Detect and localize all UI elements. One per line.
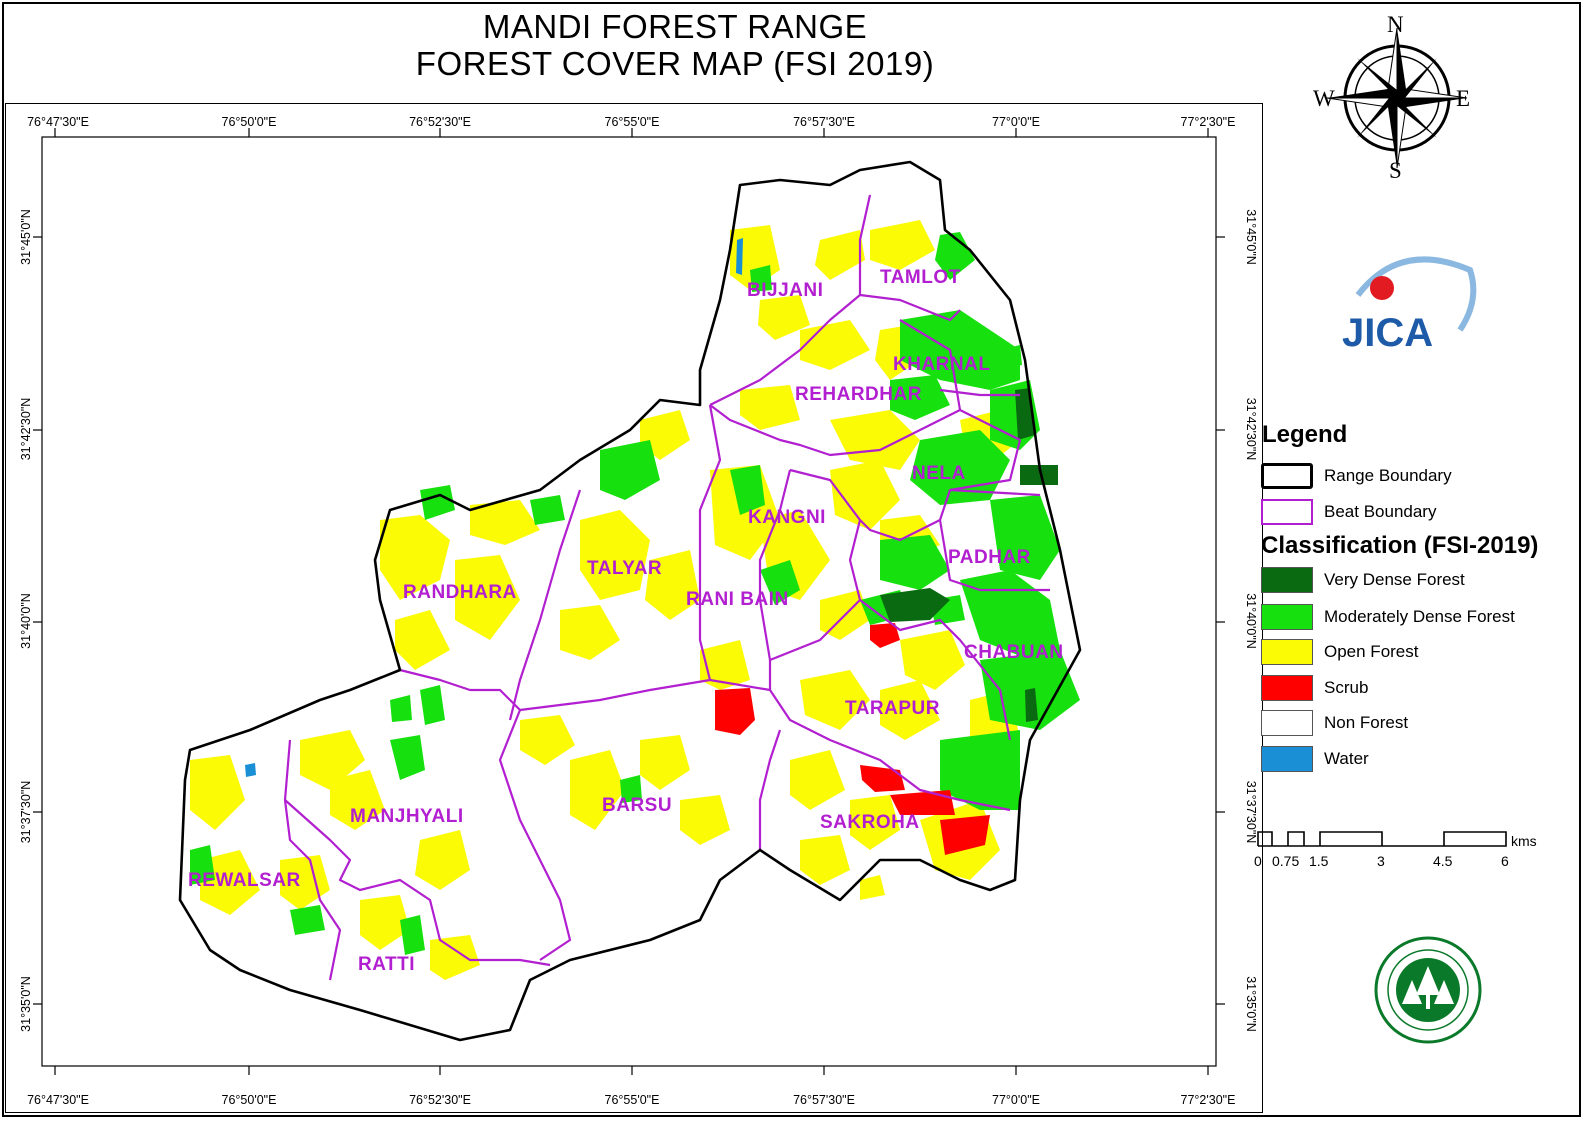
latitude-label-left: 31°35'0"N (19, 976, 33, 1032)
compass-west: W (1313, 86, 1335, 111)
beat-boundary-swatch (1261, 499, 1313, 525)
latitude-label-left: 31°40'0"N (19, 593, 33, 649)
scale-label: 3 (1377, 853, 1385, 869)
longitude-label-bottom: 76°52'30"E (409, 1093, 471, 1107)
moderately-dense-forest-patches (190, 232, 1080, 955)
scale-label: 4.5 (1433, 853, 1453, 869)
latitude-label-right: 31°35'0"N (1244, 976, 1258, 1032)
scrub-swatch (1261, 675, 1313, 701)
scrub-patches (715, 623, 990, 855)
open-forest-swatch (1261, 639, 1313, 665)
map-title-line2: FOREST COVER MAP (FSI 2019) (415, 45, 935, 82)
latitude-label-left: 31°42'30"N (19, 397, 33, 461)
scale-unit: kms (1511, 833, 1537, 849)
beat-label-rehardhar: REHARDHAR (795, 384, 922, 405)
range-boundary-swatch (1261, 463, 1313, 489)
longitude-label-bottom: 76°50'0"E (221, 1093, 277, 1107)
legend-label: Beat Boundary (1324, 502, 1437, 521)
longitude-label-bottom: 77°0'0"E (992, 1093, 1040, 1107)
range-boundary (178, 160, 1082, 1042)
latitude-label-left: 31°37'30"N (19, 780, 33, 844)
beat-label-kharnal: KHARNAL (893, 354, 991, 375)
scale-bar (1257, 831, 1507, 847)
water-swatch (1261, 746, 1313, 772)
beat-label-rewalsar: REWALSAR (188, 870, 301, 891)
beat-label-manjhyali: MANJHYALI (350, 806, 464, 827)
longitude-label-top: 76°52'30"E (409, 115, 471, 129)
moderately-dense-forest-swatch (1261, 604, 1313, 630)
forest-cover (190, 220, 1080, 980)
beat-label-ratti: RATTI (358, 954, 416, 975)
longitude-label-bottom: 77°2'30"E (1180, 1093, 1236, 1107)
compass-north: N (1387, 12, 1404, 37)
legend-label: Scrub (1324, 678, 1369, 697)
longitude-label-top: 77°2'30"E (1180, 115, 1236, 129)
non-forest-swatch (1261, 710, 1313, 736)
north-arrow (1326, 27, 1468, 169)
longitude-label-bottom: 76°55'0"E (604, 1093, 660, 1107)
longitude-label-top: 77°0'0"E (992, 115, 1040, 129)
longitude-label-top: 76°57'30"E (793, 115, 855, 129)
graticule-ticks (33, 128, 1225, 1075)
latitude-label-right: 31°45'0"N (1244, 209, 1258, 265)
latitude-label-right: 31°42'30"N (1244, 397, 1258, 461)
beat-label-rani-bain: RANI BAIN (686, 589, 789, 610)
jica-logo: JICA (1342, 256, 1477, 355)
map-title-line1: MANDI FOREST RANGE (482, 8, 868, 45)
beat-label-nela: NELA (912, 463, 966, 484)
open-forest-patches (190, 220, 1020, 980)
beat-label-barsu: BARSU (602, 795, 673, 816)
forest-department-seal (1374, 936, 1482, 1044)
longitude-label-top: 76°50'0"E (221, 115, 277, 129)
map-neatline (41, 136, 1217, 1067)
legend-label: Open Forest (1324, 642, 1419, 661)
longitude-label-bottom: 76°47'30"E (27, 1093, 89, 1107)
scale-label: 0 (1254, 853, 1262, 869)
beat-label-kangni: KANGNI (748, 507, 826, 528)
beat-label-talyar: TALYAR (587, 558, 663, 579)
beat-label-sakroha: SAKROHA (820, 812, 920, 833)
longitude-label-bottom: 76°57'30"E (793, 1093, 855, 1107)
beat-label-bijjani: BIJJANI (747, 280, 824, 301)
latitude-label-left: 31°45'0"N (19, 209, 33, 265)
beat-label-randhara: RANDHARA (403, 582, 517, 603)
beat-label-chabuan: CHABUAN (964, 642, 1064, 663)
scale-label: 0.75 (1272, 853, 1300, 869)
legend-label: Non Forest (1324, 713, 1409, 732)
latitude-label-right: 31°40'0"N (1244, 593, 1258, 649)
legend-label: Water (1324, 749, 1369, 768)
very-dense-forest-swatch (1261, 567, 1313, 593)
classification-title: Classification (FSI-2019) (1261, 532, 1539, 559)
beat-label-tamlot: TAMLOT (880, 267, 961, 288)
legend-title: Legend (1262, 421, 1348, 448)
legend-label: Very Dense Forest (1324, 570, 1465, 589)
latitude-label-right: 31°37'30"N (1244, 780, 1258, 844)
scale-label: 1.5 (1309, 853, 1329, 869)
beat-boundaries (283, 194, 1050, 981)
longitude-label-top: 76°55'0"E (604, 115, 660, 129)
compass-east: E (1456, 86, 1471, 111)
longitude-label-top: 76°47'30"E (27, 115, 89, 129)
beat-label-padhar: PADHAR (948, 547, 1031, 568)
legend-label: Moderately Dense Forest (1324, 607, 1515, 626)
jica-logo-text: JICA (1342, 311, 1433, 355)
scale-label: 6 (1501, 853, 1509, 869)
compass-south: S (1389, 158, 1402, 183)
legend-label: Range Boundary (1324, 466, 1452, 485)
water-patches (245, 238, 743, 777)
beat-label-tarapur: TARAPUR (845, 698, 940, 719)
